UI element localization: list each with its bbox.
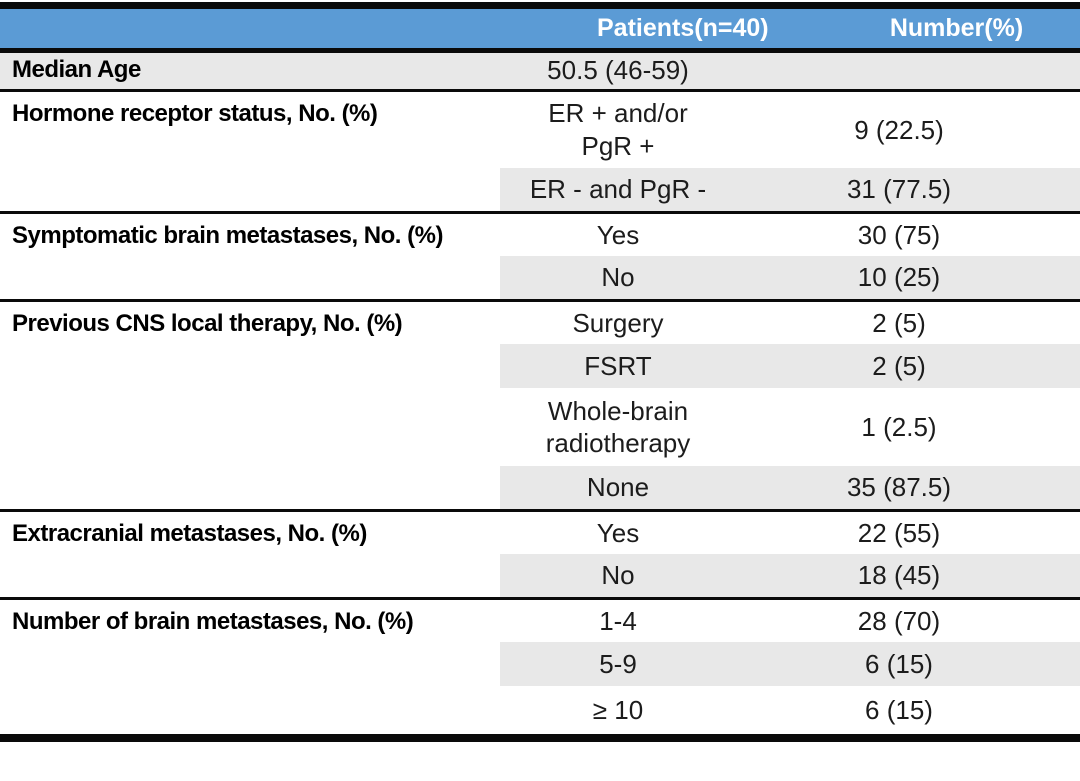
table-row: 5-9 6 (15): [0, 642, 1080, 686]
number-cell: 6 (15): [865, 694, 933, 725]
number-cell: 18 (45): [736, 554, 1080, 598]
section-number-brain-metastases: Number of brain metastases, No. (%) 1-4 …: [0, 598, 1080, 734]
section-hormone-receptor: Hormone receptor status, No. (%) ER + an…: [0, 90, 1080, 212]
col-header-empty: [0, 9, 500, 50]
table-row: No 18 (45): [0, 554, 1080, 598]
table-top-border: [0, 2, 1080, 9]
table-row: FSRT 2 (5): [0, 344, 1080, 388]
number-cell: 1 (2.5): [861, 411, 937, 442]
number-cell: 6 (15): [736, 642, 1080, 686]
section-median-age: Median Age 50.5 (46-59): [0, 50, 1080, 90]
number-cell: 22 (55): [857, 517, 941, 548]
table-row: Whole-brain radiotherapy 1 (2.5): [0, 388, 1080, 466]
value-cell: 50.5 (46-59): [500, 50, 736, 90]
table-row: Symptomatic brain metastases, No. (%) Ye…: [0, 212, 1080, 256]
value-cell: ER - and PgR -: [500, 168, 736, 212]
col-header-number: Number(%): [736, 9, 1080, 50]
table-row: Hormone receptor status, No. (%) ER + an…: [0, 90, 1080, 168]
row-label: Symptomatic brain metastases, No. (%): [12, 221, 443, 249]
number-cell: 10 (25): [736, 256, 1080, 300]
value-cell: Whole-brain radiotherapy: [545, 395, 691, 459]
section-symptomatic-brain-metastases: Symptomatic brain metastases, No. (%) Ye…: [0, 212, 1080, 300]
number-cell: 9 (22.5): [854, 114, 944, 145]
value-cell: 5-9: [500, 642, 736, 686]
section-extracranial-metastases: Extracranial metastases, No. (%) Yes 22 …: [0, 510, 1080, 598]
top-margin: [0, 0, 1080, 2]
row-label: Hormone receptor status, No. (%): [12, 99, 378, 127]
table-bottom-border: [0, 734, 1080, 742]
table-row: ≥ 10 6 (15): [0, 686, 1080, 734]
number-cell: 35 (87.5): [736, 466, 1080, 510]
table-row: None 35 (87.5): [0, 466, 1080, 510]
table-row: ER - and PgR - 31 (77.5): [0, 168, 1080, 212]
value-cell: No: [500, 554, 736, 598]
table-row: No 10 (25): [0, 256, 1080, 300]
row-label: Previous CNS local therapy, No. (%): [12, 309, 403, 337]
patient-characteristics-table: Patients(n=40) Number(%) Median Age 50.5…: [0, 9, 1080, 734]
number-cell: 2 (5): [736, 344, 1080, 388]
number-cell: [736, 50, 1080, 90]
table-row: Median Age 50.5 (46-59): [0, 50, 1080, 90]
value-cell: 1-4: [599, 605, 637, 636]
value-cell: ER + and/or PgR +: [548, 98, 688, 161]
number-cell: 31 (77.5): [736, 168, 1080, 212]
table-row: Extracranial metastases, No. (%) Yes 22 …: [0, 510, 1080, 554]
row-label: Median Age: [0, 50, 500, 90]
col-header-patients: Patients(n=40): [500, 9, 769, 50]
row-label: Number of brain metastases, No. (%): [12, 607, 414, 635]
number-cell: 30 (75): [857, 219, 941, 250]
section-previous-cns-therapy: Previous CNS local therapy, No. (%) Surg…: [0, 300, 1080, 510]
row-label: Extracranial metastases, No. (%): [12, 519, 367, 547]
value-cell: None: [500, 466, 736, 510]
table-header: Patients(n=40) Number(%): [0, 9, 1080, 50]
table-row: Previous CNS local therapy, No. (%) Surg…: [0, 300, 1080, 344]
number-cell: 2 (5): [872, 307, 926, 338]
value-cell: No: [500, 256, 736, 300]
number-cell: 28 (70): [857, 605, 941, 636]
header-row: Patients(n=40) Number(%): [0, 9, 1080, 50]
value-cell: Yes: [596, 517, 640, 548]
value-cell: Surgery: [572, 307, 664, 338]
value-cell: FSRT: [500, 344, 736, 388]
value-cell: Yes: [596, 219, 640, 250]
table-row: Number of brain metastases, No. (%) 1-4 …: [0, 598, 1080, 642]
value-cell: ≥ 10: [592, 694, 644, 725]
